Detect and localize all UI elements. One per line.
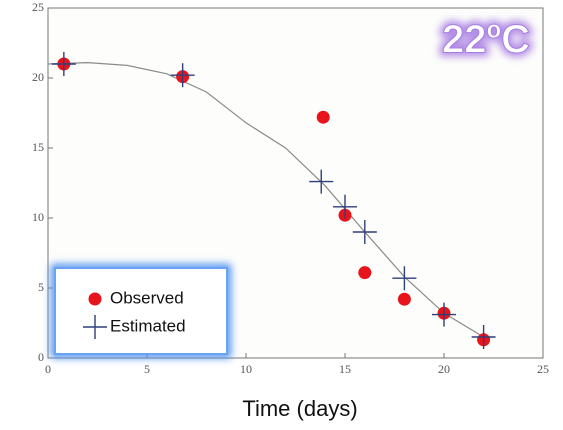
estimated-point [352,220,377,244]
x-tick-label: 5 [144,362,150,376]
estimated-point [170,63,195,88]
y-tick-label: 25 [32,0,44,14]
estimated-point [333,194,357,219]
x-tick-label: 0 [45,362,51,376]
y-tick-label: 20 [32,70,44,84]
y-tick-label: 15 [32,140,44,154]
legend-marker [83,315,107,339]
observed-point [397,292,411,306]
estimated-point [51,52,76,76]
legend-box [54,267,228,355]
fitted-curve [47,61,484,338]
legend-marker [88,292,102,306]
annotation-glow: 22ºC [442,18,530,62]
y-tick-label: 5 [38,280,44,294]
y-tick-label: 10 [32,210,44,224]
y-tick-label: 0 [38,350,44,364]
x-tick-label: 20 [438,362,450,376]
estimated-point [309,169,334,194]
x-tick-label: 15 [339,362,351,376]
x-tick-label: 10 [240,362,252,376]
estimated-point [432,302,456,327]
annotation: 22ºC [442,18,530,62]
x-tick-label: 25 [537,362,549,376]
observed-point [358,266,372,280]
x-axis-label: Time (days) [242,396,357,421]
estimated-point [471,325,496,349]
estimated-point [392,266,417,291]
legend-label: Estimated [110,316,186,335]
legend-label: Observed [110,288,184,307]
observed-point [316,110,330,124]
